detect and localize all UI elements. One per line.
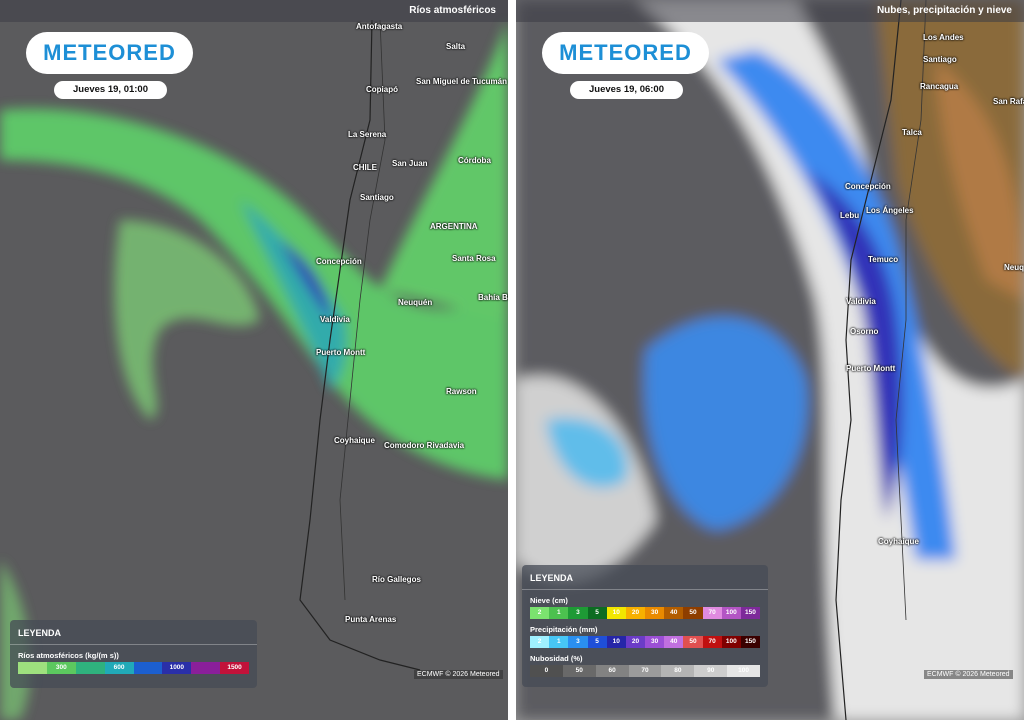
scale-tick: 60 — [595, 665, 629, 677]
scale-tick: 40 — [664, 636, 684, 648]
scale-tick: 5 — [587, 607, 607, 619]
scale-label: Nubosidad (%) — [530, 654, 583, 663]
scale-tick: 30 — [645, 607, 665, 619]
city-label: Neuquén — [398, 298, 433, 307]
scale-bar: 2 1 3 5 10 20 30 40 50 70 100 150 — [530, 607, 761, 619]
scale-tick: 10 — [606, 607, 626, 619]
scale-tick: 50 — [562, 665, 596, 677]
date: Jueves 19, 01:00 — [54, 81, 167, 99]
city-label: Comodoro Rivadavia — [384, 441, 465, 450]
scale-bar: 0 50 60 70 80 90 100 — [530, 665, 761, 677]
scale-tick: 5 — [587, 636, 607, 648]
city-label: Osorno — [850, 327, 879, 336]
scale-label: Nieve (cm) — [530, 596, 568, 605]
scale-tick: 20 — [625, 636, 646, 648]
scale-tick: 2 — [530, 636, 550, 648]
scale-label: Precipitación (mm) — [530, 625, 598, 634]
scale-tick: 2 — [530, 607, 550, 619]
scale-tick: 1 — [549, 607, 569, 619]
city-label: CHILE — [353, 163, 377, 172]
legend-title: LEYENDA — [10, 620, 257, 645]
city-label: Santa Rosa — [452, 254, 496, 263]
scale-tick: 1 — [549, 636, 569, 648]
scale-tick: 90 — [694, 665, 728, 677]
city-label: Coyhaique — [334, 436, 375, 445]
city-label: Puerto Montt — [316, 348, 366, 357]
scale-tick: 70 — [628, 665, 662, 677]
map-panel: Nubes, precipitación y nieve METEORED Ju… — [516, 0, 1024, 720]
scale-bar: 300 600 1000 1500 — [18, 662, 249, 674]
city-label: Antofagasta — [356, 22, 403, 31]
scale-tick: 50 — [683, 607, 703, 619]
city-label: Santiago — [360, 193, 394, 202]
scale-tick: 600 — [104, 662, 134, 674]
scale-label: Ríos atmosféricos (kg/(m s)) — [18, 651, 119, 660]
city-label: Los Andes — [923, 33, 964, 42]
city-label: San Miguel de Tucumán — [416, 77, 507, 86]
credit: ECMWF © 2026 Meteored — [414, 670, 503, 679]
logo: METEORED — [26, 32, 193, 74]
city-label: Córdoba — [458, 156, 491, 165]
city-label: Talca — [902, 128, 922, 137]
scale-tick: 100 — [727, 665, 761, 677]
city-label: Bahía Bl — [478, 293, 508, 302]
scale-tick: 150 — [740, 636, 761, 648]
header: Ríos atmosféricos — [0, 0, 508, 22]
scale-tick: 3 — [568, 636, 588, 648]
city-label: Concepción — [845, 182, 891, 191]
city-label: La Serena — [348, 130, 387, 139]
legend: LEYENDA Nieve (cm) 2 1 3 5 10 20 30 40 50 70 100 150 P… — [522, 565, 768, 687]
city-label: Puerto Montt — [846, 364, 896, 373]
scale-tick: 3 — [568, 607, 588, 619]
city-label: Punta Arenas — [345, 615, 397, 624]
scale-tick: 70 — [702, 607, 722, 619]
scale-tick: 100 — [721, 636, 741, 648]
scale-bar: 2 1 3 5 10 20 30 40 50 70 100 150 — [530, 636, 761, 648]
city-label: ARGENTINA — [430, 222, 478, 231]
scale-tick: 1500 — [220, 662, 249, 674]
map-panel: Ríos atmosféricos METEORED Jueves 19, 01… — [0, 0, 508, 720]
city-label: Valdivia — [320, 315, 350, 324]
city-label: Rawson — [446, 387, 477, 396]
city-label: Santiago — [923, 55, 957, 64]
scale-tick: 80 — [661, 665, 695, 677]
city-label: Salta — [446, 42, 466, 51]
city-label: Rancagua — [920, 82, 959, 91]
city-label: Lebu — [840, 211, 860, 220]
scale-tick: 70 — [702, 636, 722, 648]
city-label: Copiapó — [366, 85, 398, 94]
city-label: Río Gallegos — [372, 575, 421, 584]
date: Jueves 19, 06:00 — [570, 81, 683, 99]
legend: LEYENDA Ríos atmosféricos (kg/(m s)) 300… — [10, 620, 257, 688]
city-label: San Rafa — [993, 97, 1024, 106]
header: Nubes, precipitación y nieve — [516, 0, 1024, 22]
logo: METEORED — [542, 32, 709, 74]
scale-tick: 40 — [664, 607, 684, 619]
credit: ECMWF © 2026 Meteored — [924, 670, 1013, 679]
city-label: Neuq — [1004, 263, 1024, 272]
city-label: Temuco — [868, 255, 899, 264]
city-label: Valdivia — [846, 297, 876, 306]
legend-title: LEYENDA — [522, 565, 768, 590]
scale-tick: 0 — [530, 665, 563, 677]
scale-tick: 1000 — [162, 662, 192, 674]
scale-tick: 150 — [740, 607, 761, 619]
city-label: Coyhaique — [878, 537, 919, 546]
scale-tick: 30 — [645, 636, 665, 648]
map-layer — [0, 19, 508, 720]
scale-tick: 50 — [683, 636, 703, 648]
scale-tick: 20 — [625, 607, 646, 619]
scale-tick: 10 — [606, 636, 626, 648]
city-label: Concepción — [316, 257, 362, 266]
scale-tick: 300 — [46, 662, 76, 674]
city-label: San Juan — [392, 159, 428, 168]
scale-tick: 100 — [721, 607, 741, 619]
city-label: Los Ángeles — [866, 206, 914, 215]
